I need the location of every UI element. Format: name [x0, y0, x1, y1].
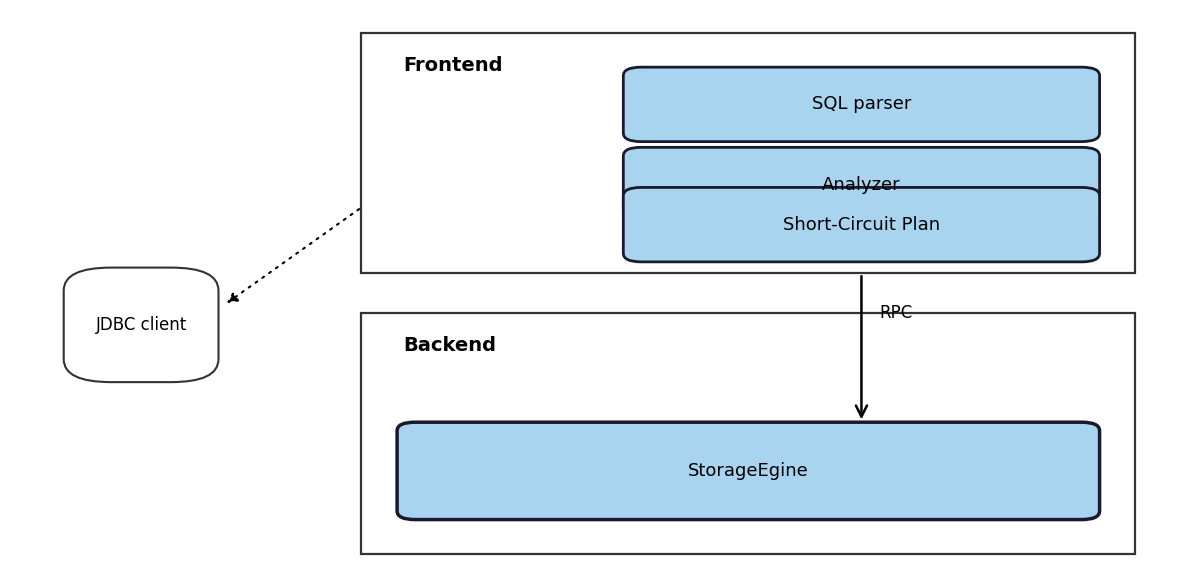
Text: Backend: Backend: [403, 336, 496, 356]
Text: StorageEgine: StorageEgine: [688, 462, 808, 480]
Text: Short-Circuit Plan: Short-Circuit Plan: [783, 216, 940, 234]
FancyBboxPatch shape: [623, 188, 1099, 262]
Text: Analyzer: Analyzer: [823, 175, 900, 193]
FancyBboxPatch shape: [623, 67, 1099, 142]
Bar: [361, 33, 1135, 273]
Bar: [361, 313, 1135, 554]
Text: Frontend: Frontend: [403, 56, 502, 75]
Text: SQL parser: SQL parser: [812, 95, 911, 113]
FancyBboxPatch shape: [64, 268, 218, 382]
FancyBboxPatch shape: [623, 148, 1099, 222]
FancyBboxPatch shape: [397, 422, 1099, 519]
Text: RPC: RPC: [879, 304, 912, 322]
Text: JDBC client: JDBC client: [96, 316, 187, 334]
